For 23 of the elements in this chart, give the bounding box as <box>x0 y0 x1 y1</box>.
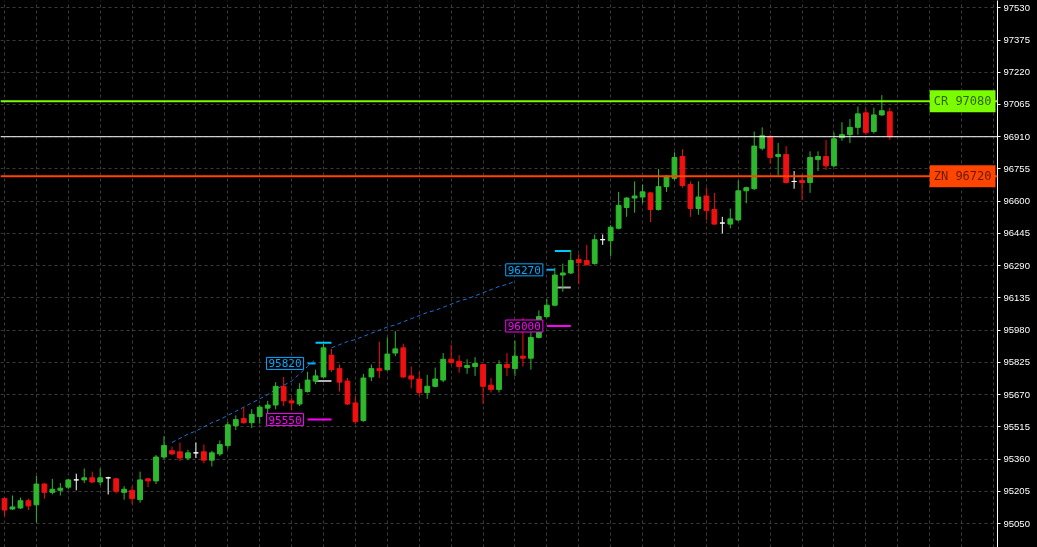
ref-line-label: ZN 96720 <box>933 169 992 184</box>
y-tick-label: 95515 <box>1003 420 1030 432</box>
y-tick-label: 95205 <box>1003 485 1030 497</box>
y-tick-label: 96600 <box>1003 195 1030 207</box>
y-tick-label: 97220 <box>1003 66 1030 78</box>
y-tick-label: 96910 <box>1003 130 1030 142</box>
y-tick-label: 97065 <box>1003 98 1030 110</box>
y-tick-label: 95670 <box>1003 388 1030 400</box>
data-label: 95550 <box>268 413 302 427</box>
y-tick-label: 95360 <box>1003 453 1030 465</box>
y-tick-label: 96755 <box>1003 162 1030 174</box>
y-tick-label: 97530 <box>1003 1 1030 13</box>
y-tick-label: 97375 <box>1003 34 1030 46</box>
data-label: 95820 <box>268 357 302 371</box>
y-tick-label: 95980 <box>1003 324 1030 336</box>
y-tick-label: 96290 <box>1003 259 1030 271</box>
data-label: 96270 <box>507 263 541 277</box>
y-tick-label: 96135 <box>1003 291 1030 303</box>
y-tick-label: 96445 <box>1003 227 1030 239</box>
data-label: 96000 <box>507 320 541 333</box>
y-tick-label: 95050 <box>1003 517 1030 529</box>
y-tick-label: 95825 <box>1003 356 1030 368</box>
ref-line-label: CR 97080 <box>933 94 992 109</box>
